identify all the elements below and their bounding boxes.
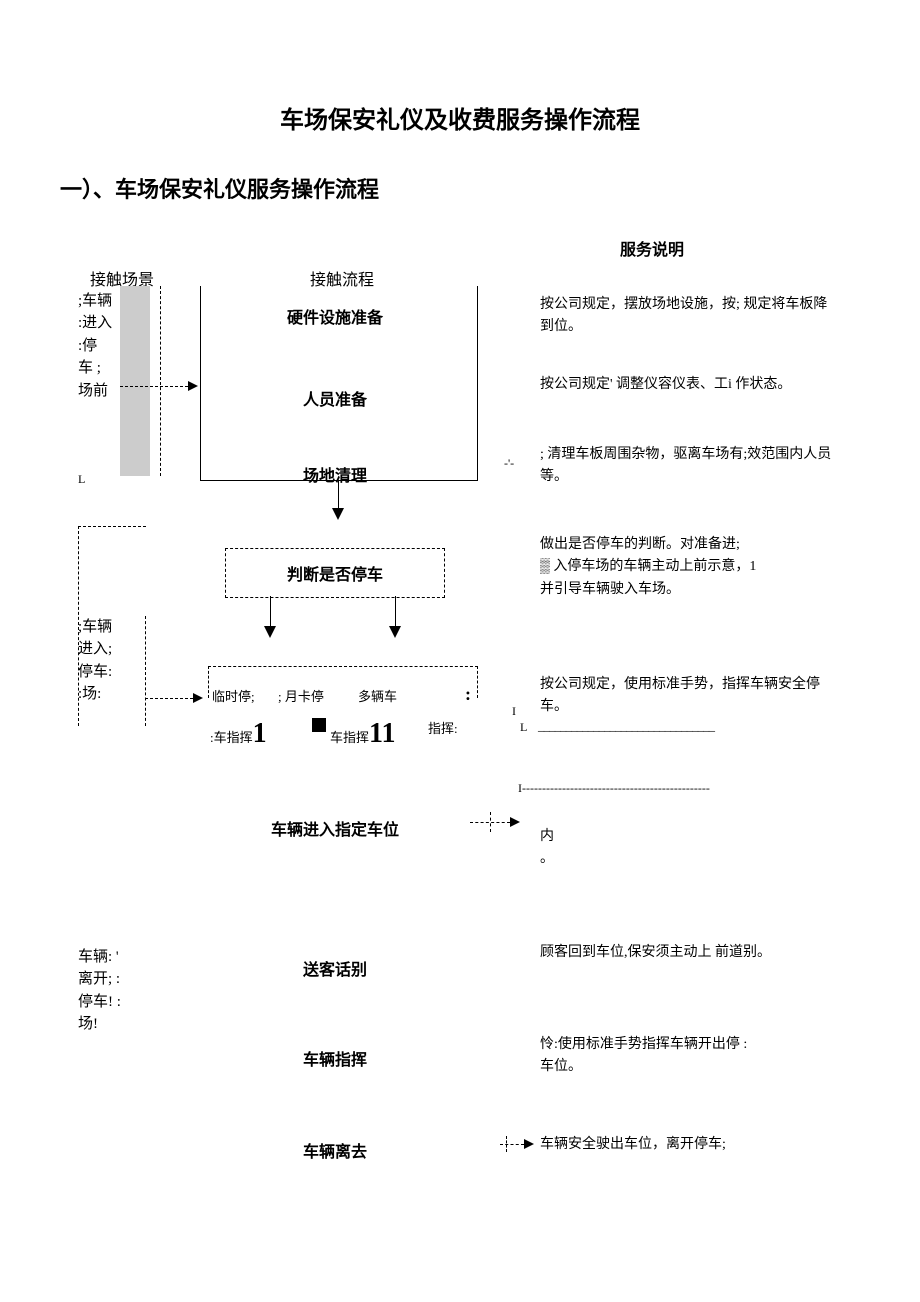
- desc-5: 按公司规定，使用标准手势，指挥车辆安全停车。: [540, 674, 840, 719]
- desc5-I: I: [512, 704, 516, 719]
- flow-box-3: 场地清理: [195, 458, 475, 490]
- scene1-arrow-line: [120, 386, 188, 387]
- flow-box-7: 送客话别: [195, 952, 475, 984]
- scene2-arrow-line: [145, 698, 193, 699]
- scene2-dash-r: [145, 616, 146, 726]
- f5sub3: 指挥:: [428, 718, 458, 737]
- s1l3: :停: [78, 335, 112, 358]
- s2l4: :场:: [78, 683, 112, 706]
- desc-3: ; 清理车板周围杂物，驱离车场有;效范围内人员等。: [540, 444, 840, 489]
- desc-8: 怜:使用标准手势指挥车辆开出停 : 车位。: [540, 1034, 840, 1079]
- desc-7: 顾客回到车位,保安须主动上 前道别。: [540, 942, 840, 964]
- desc5-L: L: [520, 720, 527, 735]
- desc6-tail: 内 。: [540, 826, 840, 871]
- arrow4a-line: [270, 596, 271, 626]
- scene1-graybar: [120, 286, 150, 476]
- f6-arrow: [510, 817, 520, 827]
- arrow1-head: [332, 508, 344, 520]
- flow-box-1: 硬件设施准备: [195, 300, 475, 332]
- scene1-corner: L: [78, 472, 85, 487]
- s3l1: 车辆: ': [78, 946, 121, 969]
- black-square-icon: [312, 718, 326, 732]
- flow-box-9: 车辆离去: [195, 1134, 475, 1166]
- scene2-text: ;车辆 进入; 停车: :场:: [78, 616, 112, 706]
- arrow4b-head: [389, 626, 401, 638]
- desc6-line: I---------------------------------------…: [518, 781, 710, 796]
- desc3-tick: -'-: [504, 456, 514, 471]
- diagram-area: ;车辆 :进入 :停 车 ; 场前 L 硬件设施准备 人员准备 场地清理 按公司…: [60, 286, 860, 1286]
- f5sub1: :车指挥1: [210, 718, 267, 750]
- desc-2: 按公司规定' 调整仪容仪表、工i 作状态。: [540, 374, 840, 396]
- scene2-dash-top: [78, 526, 146, 527]
- s3l3: 停车! :: [78, 991, 121, 1014]
- desc-1: 按公司规定，摆放场地设施，按; 规定将车板降到位。: [540, 294, 840, 339]
- arrow1-line: [338, 481, 339, 509]
- s1l4: 车 ;: [78, 357, 112, 380]
- scene3-text: 车辆: ' 离开; : 停车! : 场!: [78, 946, 121, 1036]
- flow-box-2: 人员准备: [195, 382, 475, 414]
- f5sub2: 车指挥11: [330, 718, 395, 750]
- sub-title: 一）、车场保安礼仪服务操作流程: [60, 175, 860, 206]
- flow-box-4: 判断是否停车: [225, 548, 445, 598]
- column-headers: 接触场景 接触流程 服务说明: [60, 236, 860, 286]
- scene1-dash-v: [160, 286, 161, 476]
- desc-9: 车辆安全驶出车位，离开停车;: [540, 1134, 840, 1156]
- s1l1: ;车辆: [78, 290, 112, 313]
- f5b: ; 月卡停: [278, 686, 324, 705]
- s2l2: 进入;: [78, 638, 112, 661]
- desc-4: 做出是否停车的判断。对准备进; ▒ 入停车场的车辆主动上前示意，1 并引导车辆驶…: [540, 534, 840, 601]
- flow-box-6: 车辆进入指定车位: [210, 812, 460, 844]
- s2l3: 停车:: [78, 661, 112, 684]
- s2l1: ;车辆: [78, 616, 112, 639]
- flow-box-8: 车辆指挥: [195, 1042, 475, 1074]
- f6-dash-v: [490, 812, 491, 832]
- d9-arrow: [524, 1139, 534, 1149]
- f5a: 临时停;: [212, 686, 255, 705]
- scene1-text: ;车辆 :进入 :停 车 ; 场前: [78, 290, 112, 403]
- header-desc: 服务说明: [620, 236, 684, 260]
- s1l5: 场前: [78, 380, 112, 403]
- arrow4a-head: [264, 626, 276, 638]
- scene2-arrow-head: [193, 693, 203, 703]
- f5dot: :: [465, 684, 471, 705]
- s3l2: 离开; :: [78, 968, 121, 991]
- f5c: 多辆车: [358, 686, 397, 705]
- s1l2: :进入: [78, 312, 112, 335]
- main-title: 车场保安礼仪及收费服务操作流程: [60, 100, 860, 135]
- d9-tick-h: [500, 1144, 524, 1145]
- desc5-line: ________________________________: [538, 718, 714, 734]
- arrow4b-line: [395, 596, 396, 626]
- s3l4: 场!: [78, 1013, 121, 1036]
